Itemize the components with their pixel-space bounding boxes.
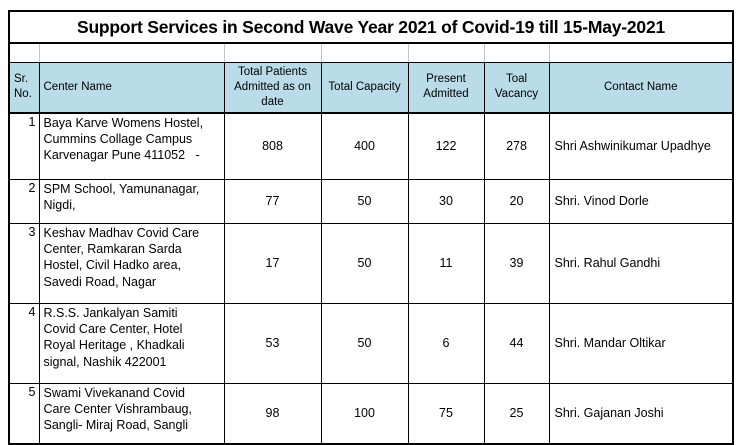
cell-sr-no[interactable]: 2 <box>8 178 40 224</box>
spacer-cell <box>320 42 409 63</box>
cell-present-admitted[interactable]: 11 <box>407 222 485 304</box>
spacer-cell <box>548 42 734 63</box>
spacer-cell <box>223 42 322 63</box>
cell-contact-name[interactable]: Shri. Gajanan Joshi <box>548 382 734 445</box>
cell-vacancy[interactable]: 44 <box>483 302 550 384</box>
cell-contact-name[interactable]: Shri. Vinod Dorle <box>548 178 734 224</box>
cell-center-name[interactable]: R.S.S. Jankalyan Samiti Covid Care Cente… <box>38 302 225 384</box>
cell-patients-admitted[interactable]: 17 <box>223 222 322 304</box>
cell-center-name[interactable]: Keshav Madhav Covid Care Center, Ramkara… <box>38 222 225 304</box>
title-row: Support Services in Second Wave Year 202… <box>7 10 735 44</box>
table-row: 5 Swami Vivekanand Covid Care Center Vis… <box>8 382 734 445</box>
cell-patients-admitted[interactable]: 53 <box>223 302 322 384</box>
cell-total-capacity[interactable]: 100 <box>320 382 409 445</box>
support-services-table: Support Services in Second Wave Year 202… <box>7 10 735 445</box>
spacer-row <box>8 42 734 63</box>
spacer-cell <box>38 42 225 63</box>
table-row: 4 R.S.S. Jankalyan Samiti Covid Care Cen… <box>8 302 734 384</box>
spreadsheet-region: Support Services in Second Wave Year 202… <box>7 10 735 445</box>
header-row: Sr. No. Center Name Total Patients Admit… <box>8 61 734 114</box>
cell-sr-no[interactable]: 3 <box>8 222 40 304</box>
cell-total-capacity[interactable]: 400 <box>320 112 409 180</box>
table-row: 1 Baya Karve Womens Hostel, Cummins Coll… <box>8 112 734 180</box>
cell-total-capacity[interactable]: 50 <box>320 222 409 304</box>
cell-present-admitted[interactable]: 30 <box>407 178 485 224</box>
col-header-sr-no[interactable]: Sr. No. <box>8 61 40 114</box>
cell-sr-no[interactable]: 5 <box>8 382 40 445</box>
cell-present-admitted[interactable]: 6 <box>407 302 485 384</box>
cell-vacancy[interactable]: 278 <box>483 112 550 180</box>
cell-center-name[interactable]: Baya Karve Womens Hostel, Cummins Collag… <box>38 112 225 180</box>
cell-total-capacity[interactable]: 50 <box>320 178 409 224</box>
table-row: 3 Keshav Madhav Covid Care Center, Ramka… <box>8 222 734 304</box>
cell-patients-admitted[interactable]: 77 <box>223 178 322 224</box>
cell-center-name[interactable]: SPM School, Yamunanagar, Nigdi, <box>38 178 225 224</box>
cell-vacancy[interactable]: 25 <box>483 382 550 445</box>
cell-sr-no[interactable]: 1 <box>8 112 40 180</box>
spacer-cell <box>407 42 485 63</box>
col-header-toal-vacancy[interactable]: Toal Vacancy <box>483 61 550 114</box>
cell-present-admitted[interactable]: 75 <box>407 382 485 445</box>
cell-patients-admitted[interactable]: 98 <box>223 382 322 445</box>
col-header-center-name[interactable]: Center Name <box>38 61 225 114</box>
cell-vacancy[interactable]: 39 <box>483 222 550 304</box>
cell-present-admitted[interactable]: 122 <box>407 112 485 180</box>
cell-contact-name[interactable]: Shri Ashwinikumar Upadhye <box>548 112 734 180</box>
cell-contact-name[interactable]: Shri. Mandar Oltikar <box>548 302 734 384</box>
spacer-cell <box>483 42 550 63</box>
col-header-total-patients[interactable]: Total Patients Admitted as on date <box>223 61 322 114</box>
cell-contact-name[interactable]: Shri. Rahul Gandhi <box>548 222 734 304</box>
spacer-cell <box>8 42 40 63</box>
col-header-contact-name[interactable]: Contact Name <box>548 61 734 114</box>
cell-center-name[interactable]: Swami Vivekanand Covid Care Center Vishr… <box>38 382 225 445</box>
cell-sr-no[interactable]: 4 <box>8 302 40 384</box>
cell-total-capacity[interactable]: 50 <box>320 302 409 384</box>
page-title[interactable]: Support Services in Second Wave Year 202… <box>7 10 735 44</box>
table-row: 2 SPM School, Yamunanagar, Nigdi, 77 50 … <box>8 178 734 224</box>
col-header-total-capacity[interactable]: Total Capacity <box>320 61 409 114</box>
col-header-present-admitted[interactable]: Present Admitted <box>407 61 485 114</box>
cell-patients-admitted[interactable]: 808 <box>223 112 322 180</box>
cell-vacancy[interactable]: 20 <box>483 178 550 224</box>
